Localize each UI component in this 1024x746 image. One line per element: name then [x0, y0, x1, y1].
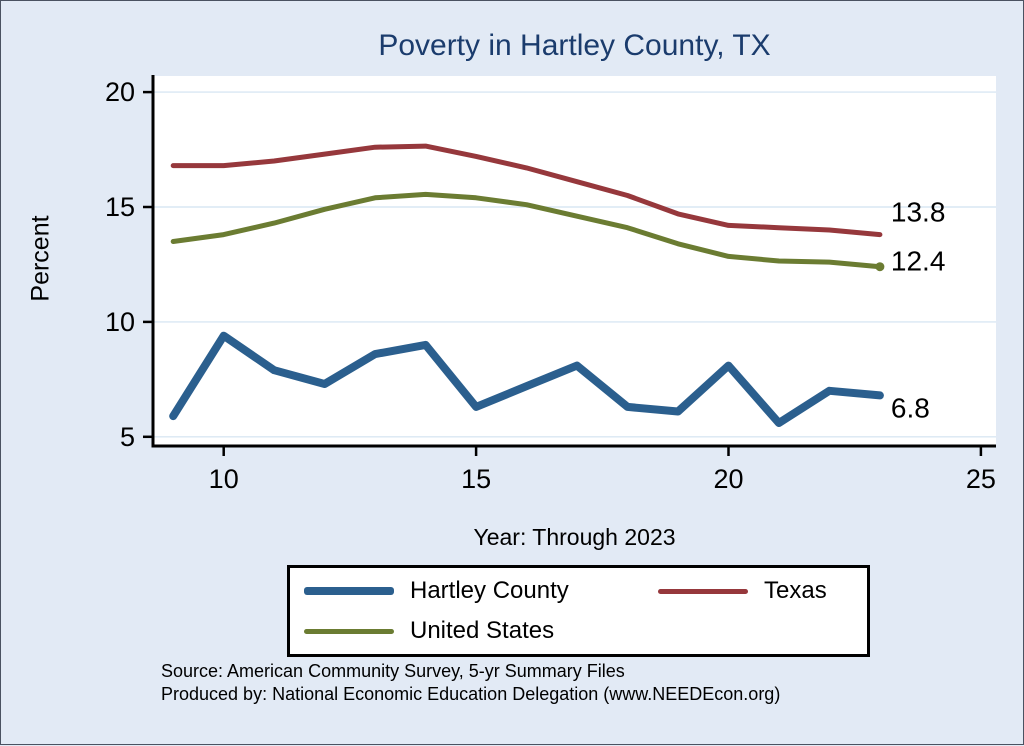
produced-by-line: Produced by: National Economic Education… [161, 684, 781, 704]
y-tick-label: 15 [105, 192, 135, 222]
chart-title: Poverty in Hartley County, TX [378, 29, 771, 62]
source-notes: Source: American Community Survey, 5-yr … [161, 660, 780, 706]
legend-line-swatch-united-states [304, 628, 394, 634]
end-marker-us [875, 262, 885, 272]
series-line-us [170, 191, 883, 270]
legend-label-united-states: United States [410, 617, 555, 644]
legend-label-hartley-county: Hartley County [410, 577, 569, 604]
legend: Hartley County Texas United States [287, 565, 870, 657]
series-line-texas [170, 143, 883, 238]
legend-item-texas: Texas [658, 577, 853, 605]
legend-label-texas: Texas [764, 577, 827, 604]
legend-line-swatch-hartley-county [304, 587, 394, 595]
plot-area [153, 76, 996, 446]
end-label-hartley: 6.8 [891, 392, 930, 423]
x-tick-label: 15 [461, 464, 491, 494]
y-tick-label: 20 [105, 77, 135, 107]
x-tick-label: 25 [966, 464, 996, 494]
x-tick-label: 10 [209, 464, 239, 494]
end-label-texas: 13.8 [891, 197, 946, 228]
y-tick-label: 10 [105, 307, 135, 337]
x-axis-title: Year: Through 2023 [473, 524, 676, 550]
legend-item-hartley-county: Hartley County [304, 577, 634, 605]
legend-item-united-states: United States [304, 617, 634, 645]
y-tick-label: 5 [120, 422, 135, 452]
end-label-us: 12.4 [891, 246, 946, 277]
source-line: Source: American Community Survey, 5-yr … [161, 661, 625, 681]
legend-line-swatch-texas [658, 588, 748, 594]
series-line-hartley [169, 331, 884, 427]
x-tick-label: 20 [713, 464, 743, 494]
